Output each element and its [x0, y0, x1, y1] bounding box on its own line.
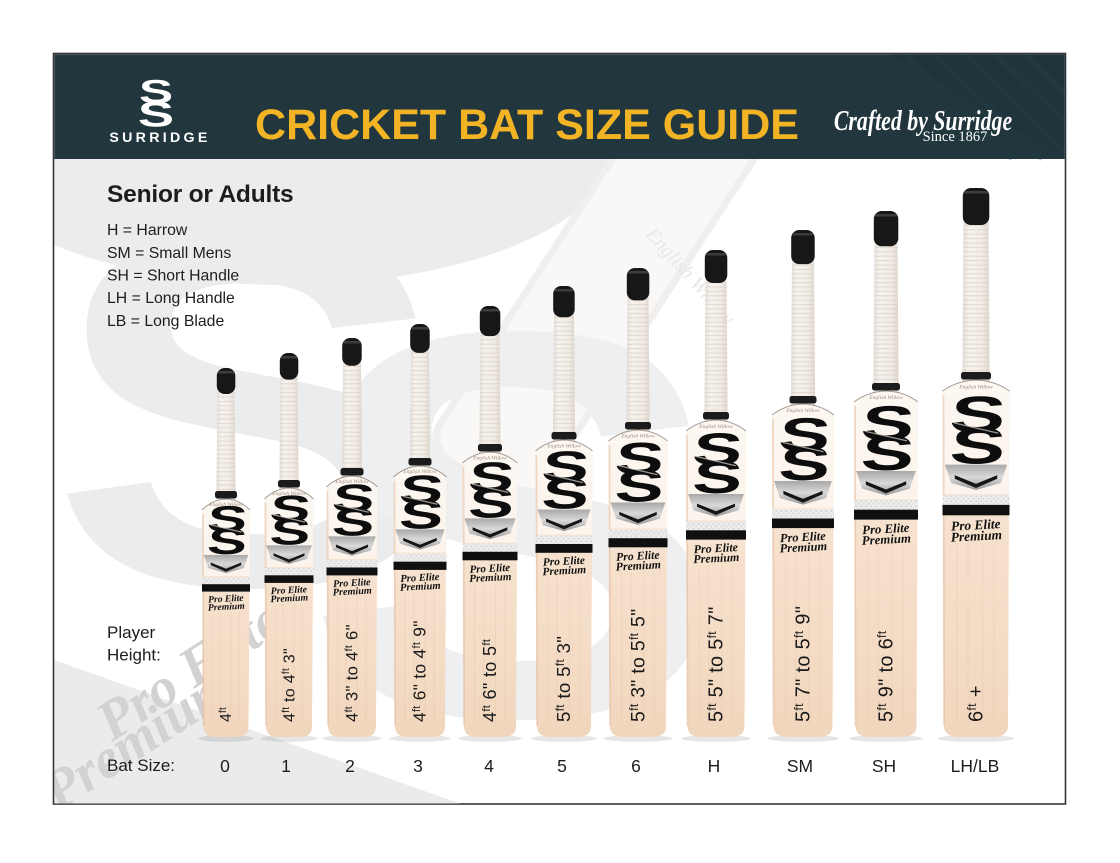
svg-text:SURRIDGE: SURRIDGE	[109, 130, 210, 146]
svg-text:SH: SH	[872, 756, 896, 776]
svg-text:6: 6	[631, 756, 641, 776]
svg-text:H = Harrow: H = Harrow	[107, 222, 188, 239]
svg-text:Since 1867: Since 1867	[923, 129, 988, 145]
svg-text:SH = Short Handle: SH = Short Handle	[107, 268, 239, 285]
svg-text:Pro Elite: Pro Elite	[862, 521, 910, 537]
svg-text:S: S	[268, 487, 313, 529]
svg-text:S: S	[466, 455, 517, 502]
svg-text:Pro Elite: Pro Elite	[616, 548, 660, 564]
svg-text:Pro Elite: Pro Elite	[333, 577, 372, 590]
svg-text:English Willow: English Willow	[785, 408, 820, 414]
svg-text:5ft to 5ft 3": 5ft to 5ft 3"	[553, 636, 574, 722]
svg-text:Premium: Premium	[950, 527, 1002, 545]
svg-text:S: S	[205, 499, 249, 540]
svg-text:5ft 9" to 6ft: 5ft 9" to 6ft	[875, 630, 898, 722]
svg-text:S: S	[138, 95, 174, 134]
svg-text:S: S	[613, 433, 667, 483]
svg-text:Premium: Premium	[542, 564, 586, 578]
svg-text:Pro Elite: Pro Elite	[951, 516, 1001, 534]
svg-text:Premium: Premium	[270, 592, 308, 605]
svg-text:Premium: Premium	[779, 539, 828, 555]
svg-text:LH = Long Handle: LH = Long Handle	[107, 290, 235, 307]
svg-text:S: S	[397, 467, 446, 512]
svg-text:Pro Elite: Pro Elite	[693, 540, 739, 556]
svg-text:Player: Player	[107, 623, 156, 642]
svg-text:Crafted by Surridge: Crafted by Surridge	[834, 107, 1012, 137]
svg-text:Height:: Height:	[107, 646, 161, 665]
svg-text:S: S	[330, 477, 377, 521]
svg-text:5ft 3" to 5ft 5": 5ft 3" to 5ft 5"	[627, 609, 650, 722]
svg-text:S: S	[776, 408, 833, 461]
svg-text:4: 4	[484, 756, 494, 776]
svg-text:Premium: Premium	[615, 557, 661, 573]
svg-text:Pro Elite: Pro Elite	[271, 584, 308, 597]
svg-text:SM: SM	[787, 756, 813, 776]
svg-text:Pro Elite: Pro Elite	[208, 593, 245, 606]
svg-text:Premium: Premium	[208, 601, 245, 614]
svg-text:3: 3	[413, 756, 423, 776]
svg-text:6ft +: 6ft +	[965, 685, 988, 722]
svg-text:4ft 6" to 5ft: 4ft 6" to 5ft	[480, 638, 500, 722]
svg-text:English Willow: English Willow	[271, 491, 306, 497]
svg-text:Pro Elite: Pro Elite	[780, 529, 827, 545]
svg-text:English Willow: English Willow	[208, 502, 243, 508]
svg-text:LB = Long Blade: LB = Long Blade	[107, 313, 224, 330]
svg-text:S: S	[858, 396, 917, 451]
svg-text:English Willow: English Willow	[546, 444, 581, 450]
svg-text:Premium: Premium	[693, 550, 740, 566]
svg-text:Pro Elite: Pro Elite	[543, 555, 586, 569]
svg-text:Pro Elite: Pro Elite	[400, 572, 440, 585]
svg-text:English Willow: English Willow	[698, 424, 733, 430]
svg-text:S: S	[50, 128, 450, 692]
svg-text:4ft 6" to 4ft 9": 4ft 6" to 4ft 9"	[410, 620, 430, 722]
svg-text:English Willow: English Willow	[472, 455, 507, 461]
svg-text:SM = Small Mens: SM = Small Mens	[107, 245, 231, 262]
svg-text:4ft: 4ft	[218, 707, 235, 722]
svg-text:LH/LB: LH/LB	[951, 756, 1000, 776]
svg-text:Senior or Adults: Senior or Adults	[107, 181, 293, 208]
svg-text:S: S	[690, 424, 745, 475]
svg-text:S: S	[947, 385, 1009, 443]
svg-text:English Willow: English Willow	[402, 469, 437, 475]
svg-text:0: 0	[220, 756, 230, 776]
svg-text:5ft 7" to 5ft 9": 5ft 7" to 5ft 9"	[792, 606, 815, 722]
svg-text:2: 2	[345, 756, 355, 776]
svg-text:English Willow: English Willow	[958, 384, 993, 390]
svg-text:4ft to 4ft 3": 4ft to 4ft 3"	[281, 648, 298, 722]
svg-text:Premium: Premium	[469, 571, 512, 585]
svg-text:S: S	[139, 74, 173, 111]
svg-text:English Willow: English Willow	[868, 395, 903, 401]
svg-text:Premium: Premium	[861, 531, 911, 548]
svg-text:Bat Size:: Bat Size:	[107, 756, 175, 775]
svg-text:5: 5	[557, 756, 567, 776]
svg-text:English Willow: English Willow	[334, 479, 369, 485]
svg-text:H: H	[708, 756, 721, 776]
svg-text:5ft 5" to 5ft 7": 5ft 5" to 5ft 7"	[705, 606, 728, 722]
svg-text:Pro Elite: Pro Elite	[469, 562, 510, 576]
svg-text:1: 1	[281, 756, 291, 776]
svg-text:CRICKET BAT SIZE GUIDE: CRICKET BAT SIZE GUIDE	[255, 101, 799, 149]
svg-text:S: S	[539, 443, 591, 491]
svg-text:Premium: Premium	[333, 585, 373, 598]
svg-text:4ft 3" to 4ft 6": 4ft 3" to 4ft 6"	[343, 624, 362, 722]
svg-text:English Willow: English Willow	[620, 434, 655, 440]
svg-text:Premium: Premium	[400, 581, 441, 594]
